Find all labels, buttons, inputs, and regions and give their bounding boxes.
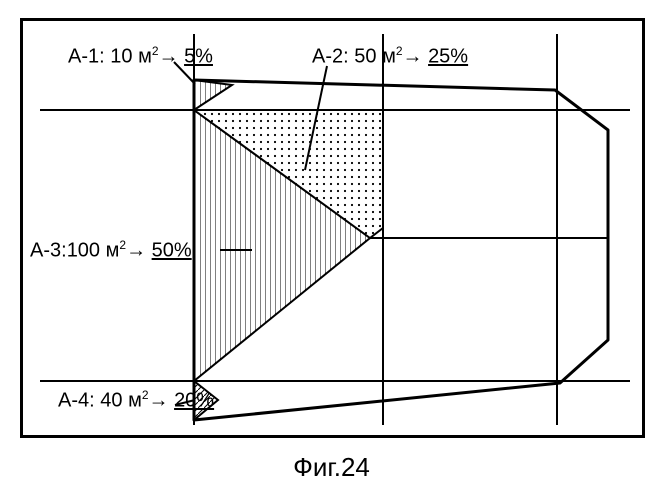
label-a1-val: 10 <box>110 46 132 68</box>
label-a1: A-1: 10 м2→ 5% <box>68 44 213 69</box>
label-a2-pct: 25% <box>428 46 468 68</box>
label-a1-id: A-1 <box>68 46 99 68</box>
label-a3-id: A-3 <box>30 240 61 262</box>
label-a4-pct: 20% <box>174 390 214 412</box>
label-a2: A-2: 50 м2→ 25% <box>312 44 468 69</box>
label-a2-id: A-2 <box>312 46 343 68</box>
label-a2-val: 50 <box>354 46 376 68</box>
label-a1-pct: 5% <box>184 46 213 68</box>
label-a4-val: 40 <box>100 390 122 412</box>
label-a4: A-4: 40 м2→ 20% <box>58 388 214 413</box>
label-a3: A-3:100 м2→ 50% <box>30 238 192 263</box>
label-a3-pct: 50% <box>152 240 192 262</box>
label-a4-id: A-4 <box>58 390 89 412</box>
label-a3-val: 100 <box>67 240 100 262</box>
figure-caption: Фиг.24 <box>0 452 663 483</box>
